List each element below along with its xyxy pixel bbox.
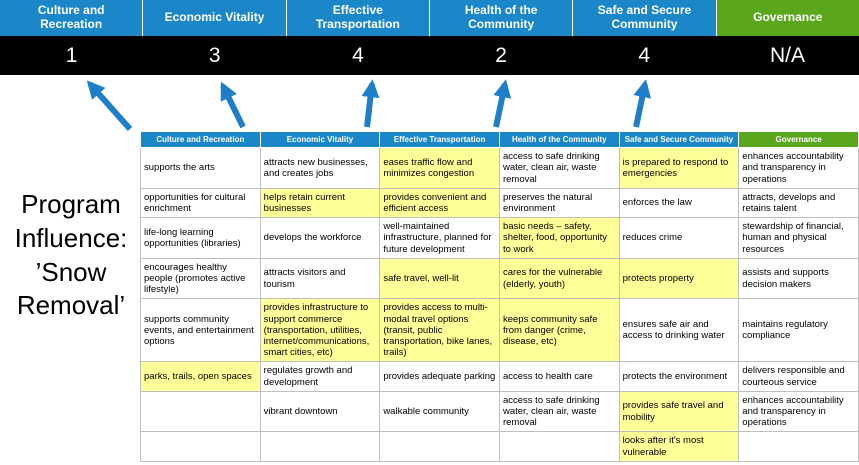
matrix-cell: vibrant downtown [259,390,381,433]
table-row: vibrant downtown walkable community access… [140,390,859,433]
matrix-cell-highlighted: parks, trails, open spaces [140,361,261,392]
score-safe-and-secure-community: 4 [638,43,651,67]
matrix-column-header: Health of the Community [498,130,620,149]
matrix-cell: opportunities for cultural enrichment [140,187,261,219]
matrix-cell-highlighted: provides safe travel and mobility [618,390,740,433]
matrix-cell: delivers responsible and courteous servi… [738,361,859,392]
matrix-cell: provides adequate parking [379,361,500,392]
matrix-cell: reduces crime [618,217,740,259]
program-title: Program Influence: ’Snow Removal’ [14,189,128,321]
matrix-cell: attracts visitors and tourism [259,257,381,300]
score-economic-vitality: 3 [208,43,221,67]
matrix-cell: attracts new businesses, and creates job… [259,147,381,189]
matrix-column-header: Safe and Secure Community [618,130,740,149]
matrix-cell-highlighted: basic needs – safety, shelter, food, opp… [498,217,620,259]
matrix-body: supports the arts attracts new businesses… [140,147,859,462]
matrix-cell: enforces the law [618,187,740,219]
matrix-cell-highlighted: helps retain current businesses [259,187,381,219]
matrix-cell [379,431,500,462]
banner-header-economic-vitality: Economic Vitality [143,0,287,36]
matrix-cell: protects the environment [618,361,740,392]
matrix-cell-highlighted: safe travel, well-lit [379,257,500,300]
influence-arrow [493,79,512,128]
matrix-column-header: Governance [738,130,859,149]
matrix-cell [140,431,261,462]
matrix-cell-highlighted: cares for the vulnerable (elderly, youth… [498,257,620,300]
influence-arrow [361,79,380,128]
matrix-cell-highlighted: is prepared to respond to emergencies [618,147,740,189]
matrix-column-header: Culture and Recreation [140,130,261,149]
matrix-cell: life-long learning opportunities (librar… [140,217,261,259]
influence-arrow [220,81,246,129]
matrix-cell: access to safe drinking water, clean air… [498,390,620,433]
matrix-cell-highlighted: provides convenient and efficient access [379,187,500,219]
score-effective-transportation: 4 [352,43,364,67]
matrix-cell: assists and supports decision makers [738,257,859,300]
banner-header-row: Culture and Recreation Economic Vitality E… [0,0,859,36]
influence-arrow [633,79,652,128]
matrix-cell: access to health care [498,361,620,392]
table-row: supports the arts attracts new businesses… [140,147,859,189]
matrix-cell: regulates growth and development [259,361,381,392]
matrix-cell [738,431,859,462]
matrix-cell: preserves the natural environment [498,187,620,219]
matrix-cell-highlighted: protects property [618,257,740,300]
matrix-cell-highlighted: provides infrastructure to support comme… [259,298,381,363]
matrix-cell [498,431,620,462]
banner-header-effective-transportation: Effective Transportation [286,0,430,36]
matrix-cell: walkable community [379,390,500,433]
matrix-cell: ensures safe air and access to drinking … [618,298,740,363]
matrix-cell-highlighted: keeps community safe from danger (crime,… [498,298,620,363]
matrix-column-header: Economic Vitality [259,130,381,149]
matrix-cell: supports the arts [140,147,261,189]
matrix-cell: stewardship of financial, human and phys… [738,217,859,259]
table-row: supports community events, and entertain… [140,298,859,363]
score-health-of-the-community: 2 [495,43,507,67]
table-row: opportunities for cultural enrichment hel… [140,187,859,219]
matrix-cell: enhances accountability and transparency… [738,147,859,189]
score-culture-and-recreation: 1 [65,43,78,67]
score-governance: N/A [769,43,805,67]
matrix-cell: maintains regulatory compliance [738,298,859,363]
banner-score-row: 1 3 4 2 4 N/A [0,36,859,75]
matrix-cell-highlighted: provides access to multi-modal travel op… [379,298,500,363]
matrix-cell: attracts, develops and retains talent [738,187,859,219]
matrix-cell: supports community events, and entertain… [140,298,261,363]
matrix-column-header: Effective Transportation [379,130,500,149]
matrix-cell: develops the workforce [259,217,381,259]
banner-header-culture-and-recreation: Culture and Recreation [0,0,144,36]
table-row: parks, trails, open spaces regulates grow… [140,361,859,392]
banner-header-health-of-the-community: Health of the Community [429,0,574,36]
banner-header-governance: Governance [716,0,859,36]
banner-header-safe-and-secure-community: Safe and Secure Community [573,0,717,36]
matrix-header-row: Culture and Recreation Economic Vitality E… [140,130,859,149]
matrix-cell: encourages healthy people (promotes acti… [140,257,261,300]
matrix-table: Culture and Recreation Economic Vitality E… [140,130,859,462]
table-row: life-long learning opportunities (librar… [140,217,859,259]
matrix-cell [140,390,261,433]
matrix-cell: well-maintained infrastructure, planned … [379,217,500,259]
matrix-cell-highlighted: eases traffic flow and minimizes congest… [379,147,500,189]
table-row: looks after it's most vulnerable [140,431,859,462]
table-row: encourages healthy people (promotes acti… [140,257,859,300]
influence-arrows [0,75,859,131]
matrix-cell: access to safe drinking water, clean air… [498,147,620,189]
matrix-cell: enhances accountability and transparency… [738,390,859,433]
influence-matrix: Culture and Recreation Economic Vitality E… [140,130,859,462]
influence-arrow [86,80,133,131]
matrix-cell [259,431,381,462]
matrix-cell-highlighted: looks after it's most vulnerable [618,431,740,462]
